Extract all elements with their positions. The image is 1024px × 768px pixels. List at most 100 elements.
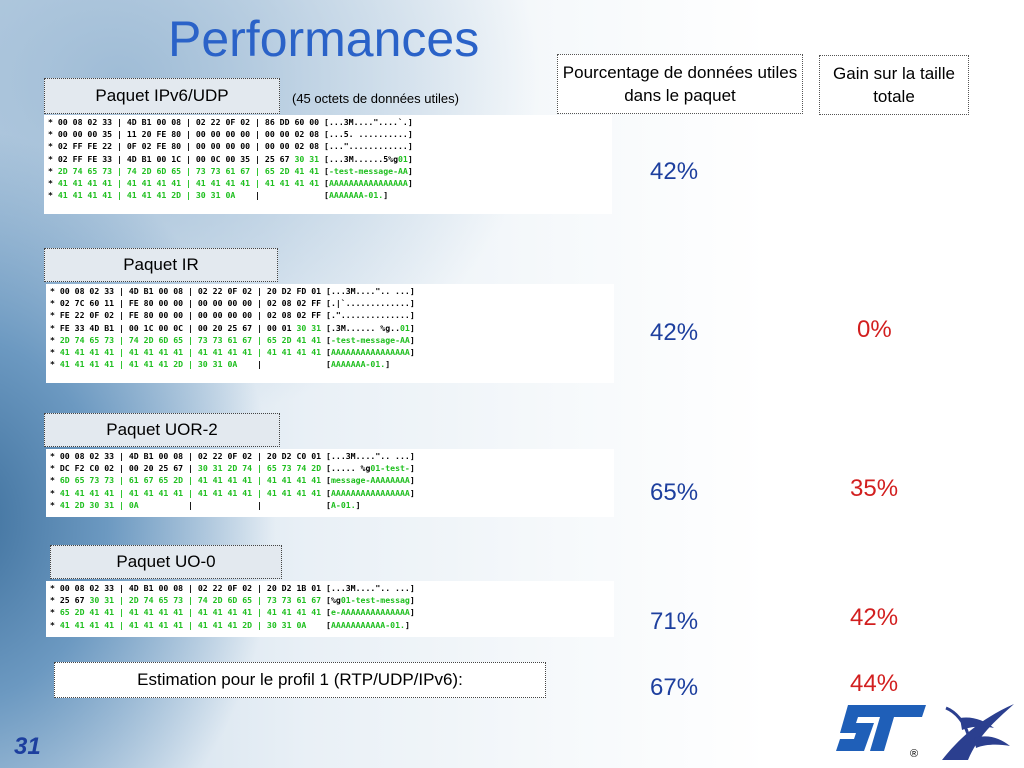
hex-line: * 00 08 02 33 | 4D B1 00 08 | 02 22 0F 0… bbox=[50, 583, 415, 593]
hex-header-segment: [.3M...... %g.. bbox=[321, 322, 400, 333]
hex-payload-segment: AAAAAAAAAAAAAAAA bbox=[330, 487, 410, 498]
hex-header-segment: ] bbox=[409, 322, 415, 333]
hex-payload-segment: 01 bbox=[398, 153, 408, 164]
hex-header-segment: * bbox=[50, 334, 60, 345]
bird-emblem-logo bbox=[938, 700, 1018, 764]
useful-pct-uor2: 65% bbox=[650, 479, 699, 506]
hex-payload-segment: 30 31 bbox=[294, 153, 320, 164]
hex-header-segment: ] bbox=[404, 619, 410, 630]
hex-header-segment: ] bbox=[383, 190, 389, 201]
hex-payload-segment: 41 41 41 41 | 41 41 41 41 | 41 41 41 41 … bbox=[57, 178, 320, 189]
hex-header-segment: * bbox=[50, 475, 60, 486]
hex-payload-segment: 6D 65 73 73 | 61 67 65 2D | 41 41 41 41 … bbox=[59, 475, 322, 486]
slide-title: Performances bbox=[168, 11, 480, 67]
hex-payload-segment: 41 41 41 41 | 41 41 41 41 | 41 41 41 2D … bbox=[59, 619, 307, 630]
packet-label-text: Paquet IR bbox=[123, 255, 199, 274]
st-logo bbox=[836, 705, 926, 751]
hex-dump-uor2: * 00 08 02 33 | 4D B1 00 08 | 02 22 0F 0… bbox=[46, 449, 614, 517]
useful-bytes-note: (45 octets de données utiles) bbox=[292, 91, 459, 106]
hex-line: * 02 FF FE 22 | 0F 02 FE 80 | 00 00 00 0… bbox=[48, 141, 413, 151]
hex-line: * 41 2D 30 31 | 0A | | [A-01.] bbox=[50, 500, 361, 510]
header-useful-data: Pourcentage de données utiles dans le pa… bbox=[557, 54, 803, 114]
hex-header-segment: ] bbox=[385, 359, 391, 370]
hex-header-segment: * FE 33 4D B1 | 00 1C 00 0C | 00 20 25 6… bbox=[50, 322, 297, 333]
hex-line: * 41 41 41 41 | 41 41 41 2D | 30 31 0A |… bbox=[50, 359, 390, 369]
estimation-useful-pct: 67% bbox=[650, 674, 699, 701]
hex-header-segment: [ bbox=[321, 334, 331, 345]
hex-dump-uo0: * 00 08 02 33 | 4D B1 00 08 | 02 22 0F 0… bbox=[46, 581, 614, 637]
hex-payload-segment: AAAAAAA-01. bbox=[331, 359, 386, 370]
hex-payload-segment: 41 41 41 41 | 41 41 41 41 | 41 41 41 41 … bbox=[59, 487, 322, 498]
gain-ir: 0% bbox=[857, 316, 892, 343]
packet-label-text: Paquet UOR-2 bbox=[106, 420, 218, 439]
hex-line: * 00 00 00 35 | 11 20 FE 80 | 00 00 00 0… bbox=[48, 129, 413, 139]
hex-header-segment: ] bbox=[409, 595, 415, 606]
hex-header-segment: ] bbox=[409, 487, 415, 498]
hex-header-segment: | [ bbox=[235, 190, 329, 201]
hex-payload-segment: 01 bbox=[400, 322, 410, 333]
hex-header-segment: * bbox=[50, 499, 60, 510]
hex-header-segment: [ bbox=[306, 619, 331, 630]
packet-label-ipv6-udp: Paquet IPv6/UDP bbox=[44, 78, 280, 114]
hex-payload-segment: 30 31 | 2D 74 65 73 | 74 2D 6D 65 | 73 7… bbox=[89, 595, 322, 606]
estimation-box: Estimation pour le profil 1 (RTP/UDP/IPv… bbox=[54, 662, 546, 698]
hex-payload-segment: 30 31 bbox=[296, 322, 322, 333]
header-gain-text: Gain sur la taille totale bbox=[833, 64, 955, 106]
hex-header-segment: | | [ bbox=[138, 499, 331, 510]
useful-pct-uo0: 71% bbox=[650, 608, 699, 635]
hex-payload-segment: -test-message-AA bbox=[328, 165, 408, 176]
packet-label-ir: Paquet IR bbox=[44, 248, 278, 282]
hex-header-segment: [ bbox=[319, 165, 329, 176]
hex-line: * 25 67 30 31 | 2D 74 65 73 | 74 2D 6D 6… bbox=[50, 595, 415, 605]
hex-header-segment: * 25 67 bbox=[50, 595, 90, 606]
hex-header-segment: ] bbox=[355, 499, 361, 510]
hex-header-segment: * bbox=[48, 165, 58, 176]
hex-payload-segment: 01-test- bbox=[370, 463, 410, 474]
hex-header-segment: * 00 00 00 35 | 11 20 FE 80 | 00 00 00 0… bbox=[48, 129, 413, 140]
hex-payload-segment: 41 41 41 41 | 41 41 41 2D | 30 31 0A bbox=[59, 359, 238, 370]
hex-header-segment: * 02 FF FE 33 | 4D B1 00 1C | 00 0C 00 3… bbox=[48, 153, 295, 164]
header-useful-data-text: Pourcentage de données utiles dans le pa… bbox=[562, 63, 798, 105]
hex-header-segment: [ bbox=[321, 347, 331, 358]
hex-header-segment: * DC F2 C0 02 | 00 20 25 67 | bbox=[50, 463, 198, 474]
hex-line: * 6D 65 73 73 | 61 67 65 2D | 41 41 41 4… bbox=[50, 475, 415, 485]
hex-payload-segment: AAAAAAAAAAAAAAAA bbox=[328, 178, 408, 189]
packet-label-uor2: Paquet UOR-2 bbox=[44, 413, 280, 447]
hex-line: * 00 08 02 33 | 4D B1 00 08 | 02 22 0F 0… bbox=[48, 117, 413, 127]
hex-header-segment: [ bbox=[319, 178, 329, 189]
hex-line: * 41 41 41 41 | 41 41 41 41 | 41 41 41 4… bbox=[50, 488, 415, 498]
hex-line: * 41 41 41 41 | 41 41 41 41 | 41 41 41 4… bbox=[48, 178, 413, 188]
hex-header-segment: [ bbox=[321, 475, 331, 486]
hex-header-segment: * bbox=[50, 619, 60, 630]
gain-uor2: 35% bbox=[850, 475, 899, 502]
hex-payload-segment: AAAAAAAAAAAAAAAA bbox=[330, 347, 410, 358]
hex-line: * 65 2D 41 41 | 41 41 41 41 | 41 41 41 4… bbox=[50, 607, 415, 617]
hex-header-segment: * bbox=[50, 347, 60, 358]
hex-header-segment: ] bbox=[409, 607, 415, 618]
hex-header-segment: [..... %g bbox=[321, 463, 371, 474]
hex-header-segment: * 00 08 02 33 | 4D B1 00 08 | 02 22 0F 0… bbox=[48, 117, 413, 127]
hex-payload-segment: 2D 74 65 73 | 74 2D 6D 65 | 73 73 61 67 … bbox=[57, 165, 320, 176]
hex-payload-segment: 65 2D 41 41 | 41 41 41 41 | 41 41 41 41 … bbox=[59, 607, 322, 618]
hex-header-segment: * 02 FF FE 22 | 0F 02 FE 80 | 00 00 00 0… bbox=[48, 141, 413, 152]
hex-header-segment: * 00 08 02 33 | 4D B1 00 08 | 02 22 0F 0… bbox=[50, 286, 415, 296]
hex-line: * FE 33 4D B1 | 00 1C 00 0C | 00 20 25 6… bbox=[50, 323, 415, 333]
hex-header-segment: * bbox=[50, 487, 60, 498]
hex-payload-segment: 30 31 2D 74 | 65 73 74 2D bbox=[197, 463, 322, 474]
hex-header-segment: ] bbox=[407, 178, 413, 189]
hex-payload-segment: -test-message-AA bbox=[330, 334, 410, 345]
hex-line: * DC F2 C0 02 | 00 20 25 67 | 30 31 2D 7… bbox=[50, 463, 415, 473]
hex-header-segment: * bbox=[48, 178, 58, 189]
hex-header-segment: ] bbox=[409, 475, 415, 486]
header-gain: Gain sur la taille totale bbox=[819, 55, 969, 115]
hex-header-segment: * bbox=[48, 190, 58, 201]
packet-label-text: Paquet IPv6/UDP bbox=[95, 86, 229, 105]
hex-header-segment: [ bbox=[321, 487, 331, 498]
hex-header-segment: ] bbox=[407, 165, 413, 176]
hex-header-segment: ] bbox=[409, 463, 415, 474]
hex-line: * 02 7C 60 11 | FE 80 00 00 | 00 00 00 0… bbox=[50, 298, 415, 308]
hex-payload-segment: 41 41 41 41 | 41 41 41 2D | 30 31 0A bbox=[57, 190, 236, 201]
hex-payload-segment: AAAAAAAAAAA-01. bbox=[330, 619, 405, 630]
hex-dump-ir: * 00 08 02 33 | 4D B1 00 08 | 02 22 0F 0… bbox=[46, 284, 614, 383]
hex-line: * FE 22 0F 02 | FE 80 00 00 | 00 00 00 0… bbox=[50, 310, 415, 320]
